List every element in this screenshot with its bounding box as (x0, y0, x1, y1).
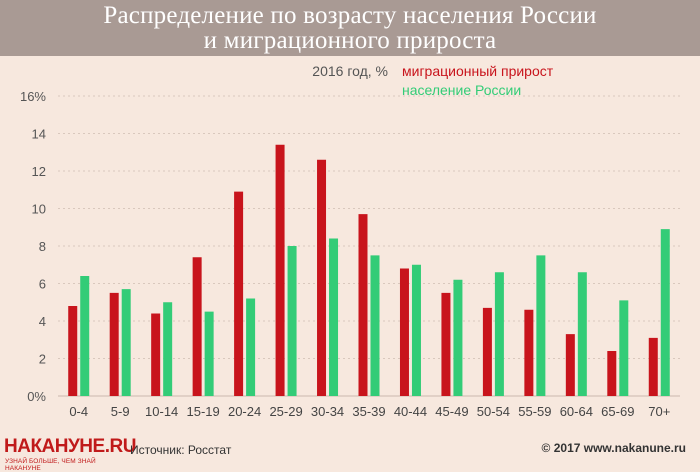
y-tick-label: 14 (32, 127, 46, 142)
y-tick-label: 0% (27, 389, 46, 404)
bar-migration (482, 307, 492, 396)
bar-migration (109, 292, 119, 396)
logo-wordmark: НАКАНУНЕ.RU (4, 436, 136, 457)
bar-migration (68, 306, 78, 396)
bar-population (329, 238, 339, 396)
bar-migration (648, 337, 658, 396)
bar-population (246, 298, 256, 396)
bar-migration (192, 257, 202, 396)
bar-migration (565, 334, 575, 396)
chart-subtitle: 2016 год, % (312, 63, 388, 79)
bar-migration (524, 309, 534, 396)
footer: НАКАНУНЕ.RU УЗНАЙ БОЛЬШЕ, ЧЕМ ЗНАЙ НАКАН… (0, 430, 700, 472)
legend-population: население России (402, 82, 521, 98)
x-tick-label: 55-59 (518, 404, 551, 419)
source-note: Источник: Росстат (130, 443, 232, 457)
bar-population (619, 300, 629, 396)
y-tick-label: 2 (39, 352, 46, 367)
chart-area: 0% 2 4 6 8 10 12 14 16% 0-4 5-9 10-14 15-19 20-24 25-2… (0, 56, 700, 430)
bar-migration (234, 191, 244, 396)
x-tick-label: 5-9 (111, 404, 130, 419)
bar-population (577, 272, 587, 396)
y-tick-label: 4 (39, 314, 46, 329)
y-tick-label: 6 (39, 277, 46, 292)
y-tick-label: 8 (39, 239, 46, 254)
bar-population (121, 289, 131, 396)
bar-migration (151, 313, 161, 396)
x-tick-label: 15-19 (187, 404, 220, 419)
bar-migration (399, 268, 409, 396)
y-tick-label: 16% (20, 89, 46, 104)
bar-migration (441, 292, 451, 396)
logo-tagline: УЗНАЙ БОЛЬШЕ, ЧЕМ ЗНАЙ НАКАНУНЕ (5, 458, 96, 472)
bar-population (494, 272, 504, 396)
bar-population (453, 279, 463, 396)
bar-population (80, 276, 90, 396)
x-tick-label: 30-34 (311, 404, 344, 419)
x-tick-label: 0-4 (69, 404, 88, 419)
title-bar: Распределение по возрасту населения Росс… (0, 0, 700, 56)
bar-population (660, 229, 670, 396)
x-tick-label: 45-49 (435, 404, 468, 419)
bar-chart: 0% 2 4 6 8 10 12 14 16% 0-4 5-9 10-14 15-19 20-24 25-2… (20, 63, 680, 419)
y-tick-label: 12 (32, 164, 46, 179)
x-tick-label: 10-14 (145, 404, 178, 419)
x-tick-label: 35-39 (352, 404, 385, 419)
x-tick-label: 25-29 (269, 404, 302, 419)
bar-population (204, 311, 214, 396)
bar-migration (358, 214, 368, 396)
x-tick-label: 20-24 (228, 404, 261, 419)
x-tick-label: 40-44 (394, 404, 427, 419)
bar-migration (317, 159, 327, 396)
chart-title: Распределение по возрасту населения Росс… (103, 2, 597, 54)
x-tick-label: 70+ (648, 404, 670, 419)
bar-population (411, 264, 421, 396)
legend-migration: миграционный прирост (402, 63, 554, 79)
bar-migration (607, 351, 617, 396)
bar-population (536, 255, 546, 396)
bar-population (370, 255, 380, 396)
bar-population (287, 246, 297, 396)
x-tick-label: 50-54 (477, 404, 510, 419)
bar-population (163, 302, 173, 396)
site-logo: НАКАНУНЕ.RU УЗНАЙ БОЛЬШЕ, ЧЕМ ЗНАЙ НАКАН… (4, 436, 136, 472)
bar-migration (275, 144, 285, 396)
y-tick-label: 10 (32, 202, 46, 217)
copyright-note: © 2017 www.nakanune.ru (541, 441, 686, 455)
x-tick-label: 65-69 (601, 404, 634, 419)
x-tick-label: 60-64 (560, 404, 593, 419)
